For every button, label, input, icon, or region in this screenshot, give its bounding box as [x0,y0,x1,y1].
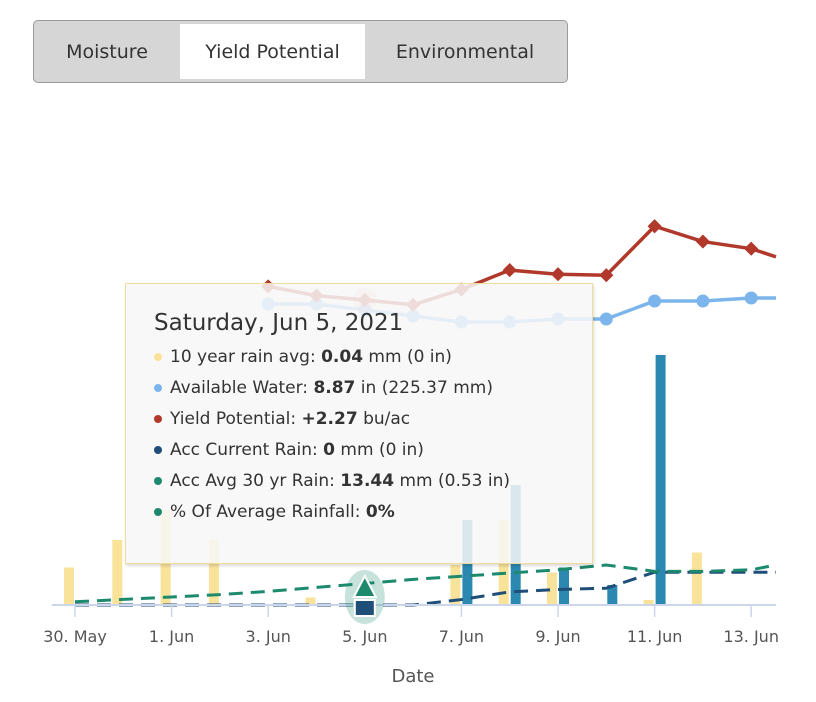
x-tick-label: 9. Jun [535,627,580,646]
tooltip-value: 0% [365,502,395,522]
tooltip-label: Acc Current Rain: [170,440,324,460]
tooltip-value: 0 [323,440,336,460]
tooltip: Saturday, Jun 5, 2021 10 year rain avg: … [125,283,593,564]
bar-10yr-rain-avg [547,572,557,605]
hover-marker-acc-avg-rain [352,573,378,598]
point-available-water [599,312,613,326]
tooltip-suffix: bu/ac [357,409,411,429]
point-yield-potential [550,267,566,282]
tooltip-value: 13.44 [340,471,395,491]
tab-environmental[interactable]: Environmental [395,40,535,63]
bar-10yr-rain-avg [208,540,219,605]
x-axis-title: Date [391,666,434,687]
tooltip-label: Available Water: [170,378,314,398]
x-tick-label: 7. Jun [439,627,484,646]
series-dot-icon [154,353,162,361]
tooltip-label: Acc Avg 30 yr Rain: [170,471,341,491]
tab-yield-potential[interactable]: Yield Potential [180,24,365,79]
chart-tab-bar: Moisture Yield Potential Environmental [33,20,568,83]
bar-10yr-rain-avg [64,567,74,605]
x-tick-label: 13. Jun [723,627,779,646]
series-dot-icon [154,384,162,392]
tooltip-title: Saturday, Jun 5, 2021 [154,310,404,336]
tooltip-suffix: mm (0 in) [363,347,452,367]
point-yield-potential [744,241,759,256]
series-dot-icon [154,446,162,454]
bar-10yr-rain-avg [112,540,123,605]
x-tick-label: 1. Jun [149,627,194,646]
series-dot-icon [154,508,162,516]
point-available-water [744,291,758,305]
tooltip-value: 0.04 [321,347,364,367]
series-dot-icon [154,477,162,485]
bar-current-rain [607,585,618,605]
bar-10yr-rain-avg [450,565,461,605]
point-yield-potential [599,268,614,283]
tooltip-row: Acc Avg 30 yr Rain: 13.44 mm (0.53 in) [154,466,592,497]
tooltip-suffix: in (225.37 mm) [355,378,493,398]
tooltip-label: Yield Potential: [170,409,302,429]
x-tick-label: 5. Jun [342,627,387,646]
x-tick-label: 3. Jun [246,627,291,646]
point-yield-potential [502,263,517,278]
x-tick-label: 30. May [43,627,107,646]
tooltip-row: Available Water: 8.87 in (225.37 mm) [154,373,592,404]
bar-current-rain [655,355,666,605]
tooltip-label: % Of Average Rainfall: [170,502,366,522]
line-acc-avg-30-yr-rain [74,563,777,604]
bar-10yr-rain-avg [643,600,654,605]
bar-current-rain [559,567,569,605]
point-yield-potential [647,219,662,234]
tooltip-row: 10 year rain avg: 0.04 mm (0 in) [154,342,592,373]
bar-10yr-rain-avg [691,552,702,605]
tooltip-value: +2.27 [301,409,358,429]
tooltip-row: Acc Current Rain: 0 mm (0 in) [154,435,592,466]
point-available-water [648,294,662,308]
tooltip-label: 10 year rain avg: [170,347,322,367]
line-acc-current-rain [75,570,776,607]
tooltip-row: Yield Potential: +2.27 bu/ac [154,404,592,435]
tooltip-row: % Of Average Rainfall: 0% [154,497,592,528]
point-yield-potential [695,234,710,249]
bar-10yr-rain-avg [305,597,316,605]
point-available-water [696,294,710,308]
tab-moisture[interactable]: Moisture [66,40,148,63]
tooltip-suffix: mm (0.53 in) [394,471,511,491]
hover-marker-acc-current-rain [353,599,376,617]
tooltip-value: 8.87 [313,378,356,398]
x-tick-label: 11. Jun [627,627,683,646]
tooltip-suffix: mm (0 in) [335,440,424,460]
series-dot-icon [154,415,162,423]
